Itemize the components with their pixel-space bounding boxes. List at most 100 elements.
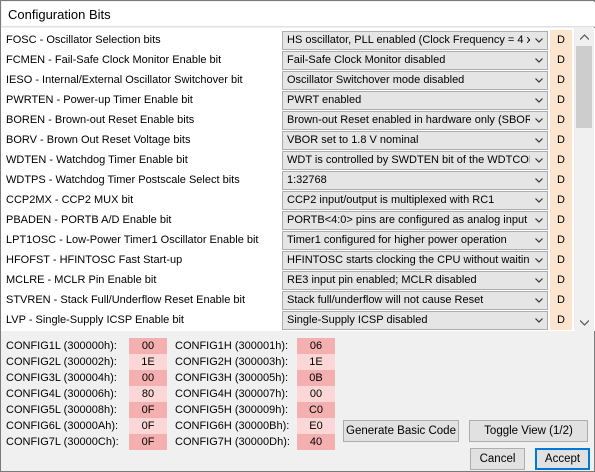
setting-dropdown[interactable]: Fail-Safe Clock Monitor disabled xyxy=(282,51,548,70)
setting-dropdown[interactable]: Brown-out Reset enabled in hardware only… xyxy=(282,111,548,130)
default-flag: D xyxy=(550,50,572,70)
config-register-value: 1E xyxy=(129,354,167,370)
setting-dropdown[interactable]: Timer1 configured for higher power opera… xyxy=(282,231,548,250)
setting-dropdown[interactable]: HS oscillator, PLL enabled (Clock Freque… xyxy=(282,31,548,50)
scroll-down-arrow-icon[interactable] xyxy=(574,314,594,331)
vertical-scrollbar[interactable] xyxy=(574,28,594,331)
config-register-label: CONFIG6H (30000Bh): xyxy=(175,420,290,432)
settings-list: FOSC - Oscillator Selection bits HS oscil… xyxy=(1,28,595,331)
chevron-down-icon[interactable] xyxy=(531,172,547,189)
default-flag: D xyxy=(550,110,572,130)
config-register-value: 0B xyxy=(297,370,335,386)
config-register-label: CONFIG2L (300002h): xyxy=(6,356,117,368)
config-register-value: 1E xyxy=(297,354,335,370)
config-register-label: CONFIG2H (300003h): xyxy=(175,356,289,368)
setting-row: HFOFST - HFINTOSC Fast Start-up HFINTOSC … xyxy=(1,250,573,270)
setting-label: HFOFST - HFINTOSC Fast Start-up xyxy=(6,254,183,266)
setting-dropdown[interactable]: Single-Supply ICSP disabled xyxy=(282,311,548,330)
config-register-label: CONFIG1H (300001h): xyxy=(175,340,289,352)
accept-button[interactable]: Accept xyxy=(535,448,590,470)
config-register-value: 00 xyxy=(129,370,167,386)
setting-row: STVREN - Stack Full/Underflow Reset Enab… xyxy=(1,290,573,310)
setting-label: PBADEN - PORTB A/D Enable bit xyxy=(6,214,172,226)
setting-label: MCLRE - MCLR Pin Enable bit xyxy=(6,274,157,286)
chevron-down-icon[interactable] xyxy=(531,252,547,269)
setting-row: PWRTEN - Power-up Timer Enable bit PWRT e… xyxy=(1,90,573,110)
setting-row: WDTPS - Watchdog Timer Postscale Select … xyxy=(1,170,573,190)
setting-label: BORV - Brown Out Reset Voltage bits xyxy=(6,134,191,146)
setting-dropdown[interactable]: Oscillator Switchover mode disabled xyxy=(282,71,548,90)
setting-dropdown[interactable]: PWRT enabled xyxy=(282,91,548,110)
setting-value: PORTB<4:0> pins are configured as analog… xyxy=(287,214,530,226)
setting-label: LVP - Single-Supply ICSP Enable bit xyxy=(6,314,184,326)
default-flag: D xyxy=(550,230,572,250)
config-register-value: 06 xyxy=(297,338,335,354)
default-flag: D xyxy=(550,130,572,150)
config-register-label: CONFIG5L (300008h): xyxy=(6,404,117,416)
chevron-down-icon[interactable] xyxy=(531,32,547,49)
setting-dropdown[interactable]: HFINTOSC starts clocking the CPU without… xyxy=(282,251,548,270)
default-flag: D xyxy=(550,290,572,310)
setting-value: Oscillator Switchover mode disabled xyxy=(287,74,465,86)
chevron-down-icon[interactable] xyxy=(531,312,547,329)
default-flag: D xyxy=(550,270,572,290)
setting-row: LPT1OSC - Low-Power Timer1 Oscillator En… xyxy=(1,230,573,250)
default-flag: D xyxy=(550,70,572,90)
chevron-down-icon[interactable] xyxy=(531,92,547,109)
config-register-value: 40 xyxy=(297,434,335,450)
chevron-down-icon[interactable] xyxy=(531,212,547,229)
setting-value: Timer1 configured for higher power opera… xyxy=(287,234,507,246)
chevron-down-icon[interactable] xyxy=(531,152,547,169)
setting-dropdown[interactable]: RE3 input pin enabled; MCLR disabled xyxy=(282,271,548,290)
config-register-label: CONFIG4L (300006h): xyxy=(6,388,117,400)
setting-row: PBADEN - PORTB A/D Enable bit PORTB<4:0> … xyxy=(1,210,573,230)
chevron-down-icon[interactable] xyxy=(531,192,547,209)
chevron-down-icon[interactable] xyxy=(531,132,547,149)
chevron-down-icon[interactable] xyxy=(531,72,547,89)
setting-dropdown[interactable]: Stack full/underflow will not cause Rese… xyxy=(282,291,548,310)
cancel-button[interactable]: Cancel xyxy=(470,448,525,470)
setting-row: FOSC - Oscillator Selection bits HS oscil… xyxy=(1,30,573,50)
window-title: Configuration Bits xyxy=(2,2,595,27)
config-register-value: 0F xyxy=(129,418,167,434)
chevron-down-icon[interactable] xyxy=(531,292,547,309)
toggle-view-button[interactable]: Toggle View (1/2) xyxy=(469,420,588,442)
config-register-label: CONFIG7H (30000Dh): xyxy=(175,436,290,448)
setting-row: BORV - Brown Out Reset Voltage bits VBOR … xyxy=(1,130,573,150)
chevron-down-icon[interactable] xyxy=(531,112,547,129)
chevron-down-icon[interactable] xyxy=(531,272,547,289)
setting-dropdown[interactable]: 1:32768 xyxy=(282,171,548,190)
setting-value: PWRT enabled xyxy=(287,94,362,106)
setting-label: FOSC - Oscillator Selection bits xyxy=(6,34,161,46)
setting-dropdown[interactable]: PORTB<4:0> pins are configured as analog… xyxy=(282,211,548,230)
setting-label: CCP2MX - CCP2 MUX bit xyxy=(6,194,134,206)
config-register-label: CONFIG7L (30000Ch): xyxy=(6,436,119,448)
setting-value: RE3 input pin enabled; MCLR disabled xyxy=(287,274,477,286)
setting-label: WDTEN - Watchdog Timer Enable bit xyxy=(6,154,188,166)
config-register-value: C0 xyxy=(297,402,335,418)
default-flag: D xyxy=(550,30,572,50)
chevron-down-icon[interactable] xyxy=(531,52,547,69)
setting-value: Single-Supply ICSP disabled xyxy=(287,314,428,326)
config-register-value: 80 xyxy=(129,386,167,402)
setting-label: LPT1OSC - Low-Power Timer1 Oscillator En… xyxy=(6,234,259,246)
setting-label: STVREN - Stack Full/Underflow Reset Enab… xyxy=(6,294,246,306)
setting-dropdown[interactable]: CCP2 input/output is multiplexed with RC… xyxy=(282,191,548,210)
setting-value: VBOR set to 1.8 V nominal xyxy=(287,134,419,146)
default-flag: D xyxy=(550,250,572,270)
scroll-up-arrow-icon[interactable] xyxy=(574,28,594,45)
setting-value: Fail-Safe Clock Monitor disabled xyxy=(287,54,446,66)
setting-dropdown[interactable]: VBOR set to 1.8 V nominal xyxy=(282,131,548,150)
config-register-label: CONFIG4H (300007h): xyxy=(175,388,289,400)
config-register-label: CONFIG6L (30000Ah): xyxy=(6,420,119,432)
config-register-value: 00 xyxy=(297,386,335,402)
config-register-label: CONFIG3H (300005h): xyxy=(175,372,289,384)
scrollbar-thumb[interactable] xyxy=(576,46,592,128)
default-flag: D xyxy=(550,170,572,190)
setting-row: IESO - Internal/External Oscillator Swit… xyxy=(1,70,573,90)
chevron-down-icon[interactable] xyxy=(531,232,547,249)
setting-dropdown[interactable]: WDT is controlled by SWDTEN bit of the W… xyxy=(282,151,548,170)
generate-basic-code-button[interactable]: Generate Basic Code xyxy=(343,420,459,442)
config-register-value: 0F xyxy=(129,434,167,450)
